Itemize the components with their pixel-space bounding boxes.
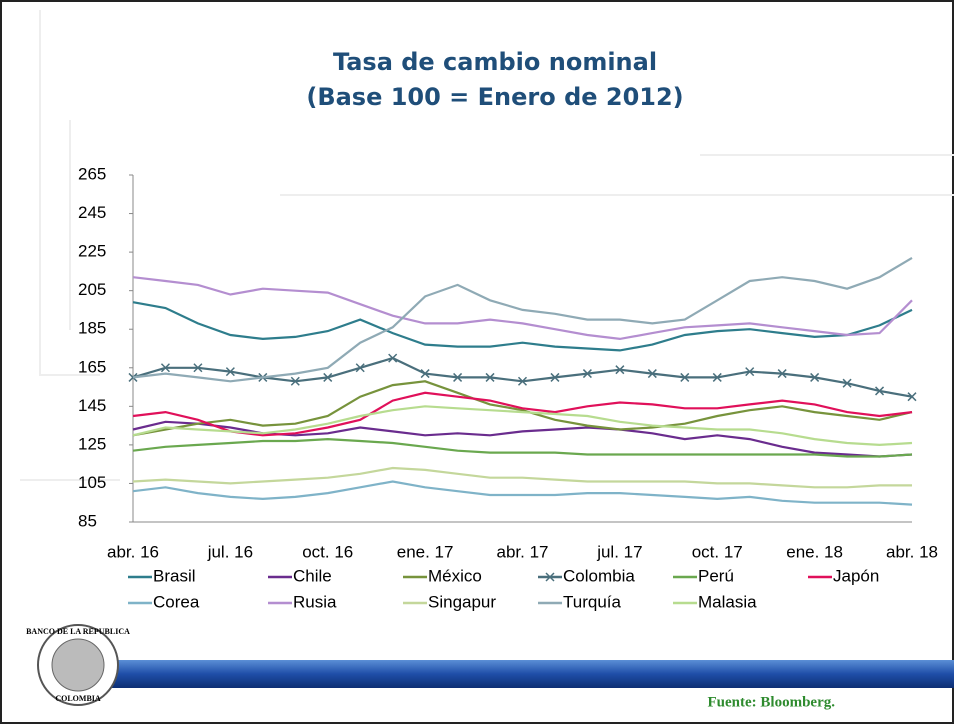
y-tick-label: 225 bbox=[78, 242, 106, 261]
legend-label: México bbox=[428, 566, 482, 585]
series bbox=[132, 380, 913, 437]
series-line bbox=[132, 391, 913, 437]
series bbox=[132, 480, 913, 506]
marker bbox=[907, 392, 917, 402]
x-tick-label: oct. 17 bbox=[692, 542, 743, 561]
marker bbox=[647, 369, 657, 379]
series-line bbox=[132, 380, 913, 437]
logo-face bbox=[51, 638, 105, 692]
marker bbox=[615, 365, 625, 375]
marker bbox=[875, 386, 885, 396]
legend-label: Rusia bbox=[293, 592, 337, 611]
y-tick-label: 105 bbox=[78, 473, 106, 492]
legend-label: Brasil bbox=[153, 566, 196, 585]
x-tick-label: ene. 18 bbox=[786, 542, 843, 561]
y-tick-label: 265 bbox=[78, 164, 106, 183]
marker bbox=[810, 372, 820, 382]
legend-label: Colombia bbox=[563, 566, 635, 585]
x-tick-label: abr. 17 bbox=[497, 542, 549, 561]
marker bbox=[420, 369, 430, 379]
decor bbox=[20, 10, 954, 481]
legend-label: Chile bbox=[293, 566, 332, 585]
x-tick-label: jul. 17 bbox=[596, 542, 642, 561]
marker bbox=[388, 353, 398, 363]
marker bbox=[712, 372, 722, 382]
series-line bbox=[132, 256, 913, 383]
marker bbox=[545, 572, 555, 582]
x-tick-label: ene. 17 bbox=[397, 542, 454, 561]
legend-label: Malasia bbox=[698, 592, 757, 611]
series-line bbox=[132, 276, 913, 341]
logo-top: BANCO DE LA REPUBLICA bbox=[26, 627, 130, 636]
marker bbox=[128, 372, 138, 382]
marker bbox=[355, 363, 365, 373]
marker bbox=[485, 372, 495, 382]
marker bbox=[842, 378, 852, 388]
series bbox=[132, 276, 913, 341]
y-tick-label: 205 bbox=[78, 280, 106, 299]
y-tick-label: 85 bbox=[78, 511, 97, 530]
series bbox=[132, 405, 913, 447]
logo: BANCO DE LA REPUBLICA COLOMBIA bbox=[26, 624, 130, 706]
chart-subtitle: (Base 100 = Enero de 2012) bbox=[306, 83, 683, 111]
series bbox=[132, 466, 912, 489]
y-tick-label: 185 bbox=[78, 319, 106, 338]
series bbox=[132, 437, 913, 458]
series bbox=[132, 256, 913, 383]
series-line bbox=[132, 301, 913, 352]
series-line bbox=[132, 437, 913, 458]
x-tick-label: oct. 16 bbox=[302, 542, 353, 561]
marker bbox=[517, 376, 528, 386]
marker bbox=[777, 369, 787, 379]
y-tick-label: 125 bbox=[78, 434, 106, 453]
marker bbox=[290, 376, 300, 386]
marker bbox=[453, 372, 463, 382]
marker bbox=[193, 363, 203, 373]
y-tick-label: 245 bbox=[78, 203, 106, 222]
y-tick-label: 165 bbox=[78, 357, 106, 376]
series-line bbox=[132, 480, 913, 506]
chart-title: Tasa de cambio nominal bbox=[333, 48, 657, 76]
x-tick-label: abr. 16 bbox=[107, 542, 159, 561]
legend-label: Turquía bbox=[563, 592, 622, 611]
legend-label: Japón bbox=[833, 566, 879, 585]
logo-bottom: COLOMBIA bbox=[55, 694, 101, 703]
y-tick-label: 145 bbox=[78, 396, 106, 415]
marker bbox=[550, 372, 560, 382]
legend-label: Singapur bbox=[428, 592, 496, 611]
series bbox=[132, 301, 913, 352]
marker bbox=[680, 372, 690, 382]
legend-label: Perú bbox=[698, 566, 734, 585]
marker bbox=[745, 367, 755, 377]
x-tick-label: jul. 16 bbox=[207, 542, 253, 561]
marker bbox=[160, 363, 170, 373]
series bbox=[132, 391, 913, 437]
marker bbox=[582, 369, 592, 379]
source: Fuente: Bloomberg. bbox=[708, 694, 836, 710]
x-tick-label: abr. 18 bbox=[886, 542, 938, 561]
footer-band bbox=[60, 660, 954, 688]
series-line bbox=[132, 466, 912, 489]
marker bbox=[323, 372, 333, 382]
legend-label: Corea bbox=[153, 592, 200, 611]
series-line bbox=[132, 405, 913, 447]
marker bbox=[225, 367, 235, 377]
